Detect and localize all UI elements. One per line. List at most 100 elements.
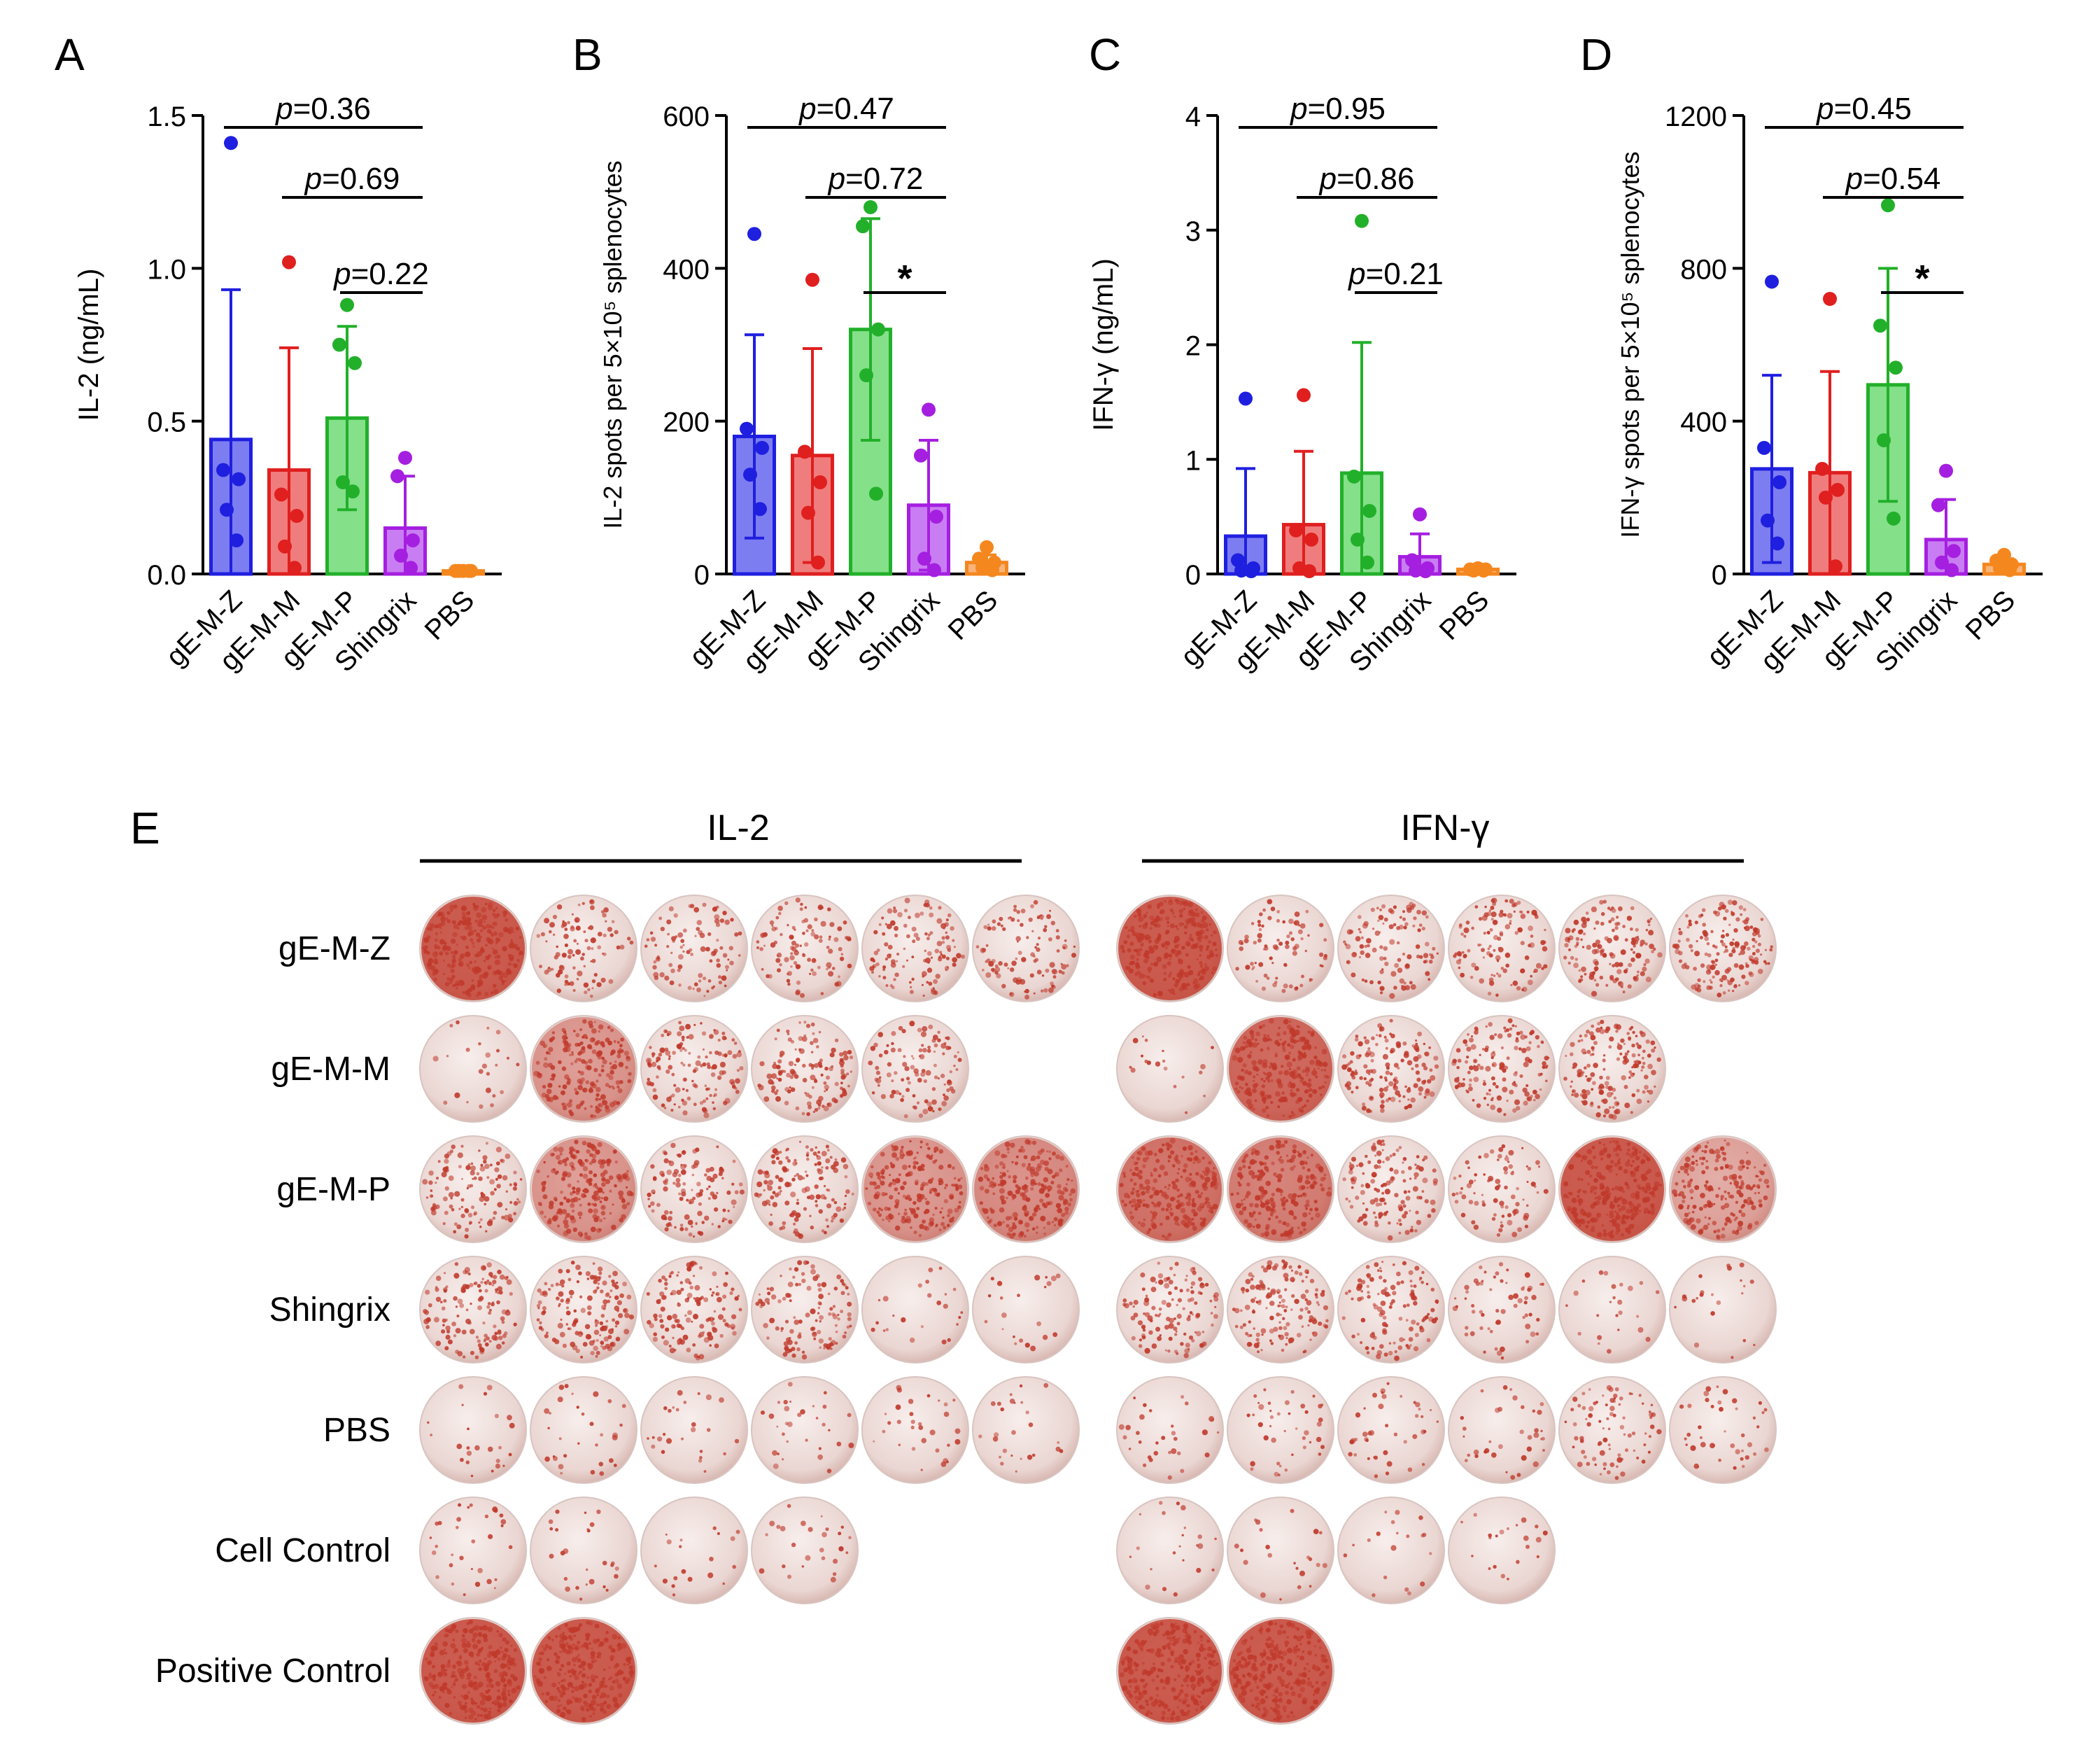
spot xyxy=(593,973,598,977)
spot xyxy=(1525,1046,1531,1051)
spot xyxy=(1197,937,1201,941)
spot xyxy=(1125,966,1129,970)
data-point xyxy=(1477,563,1491,578)
spot xyxy=(789,955,795,961)
spot xyxy=(1747,946,1751,951)
spot xyxy=(425,1196,429,1199)
spot xyxy=(763,1179,768,1185)
well xyxy=(530,1015,637,1123)
spot xyxy=(1271,1208,1276,1214)
spot xyxy=(949,1070,953,1074)
spot xyxy=(704,1215,710,1221)
spot xyxy=(507,954,511,957)
spot xyxy=(569,1112,575,1116)
spot xyxy=(1481,1193,1484,1196)
spot xyxy=(682,1110,688,1116)
spot xyxy=(584,1060,589,1065)
spot xyxy=(1714,911,1721,917)
spot xyxy=(671,1093,675,1098)
spot xyxy=(448,1175,454,1182)
spot xyxy=(1302,1081,1307,1086)
spot xyxy=(1379,956,1384,961)
spot xyxy=(1143,982,1146,985)
spot xyxy=(1244,934,1249,939)
spot xyxy=(754,1192,759,1197)
spot xyxy=(1296,1088,1300,1092)
spot xyxy=(591,1203,595,1206)
spot xyxy=(1353,1071,1358,1076)
spot xyxy=(1171,948,1175,953)
spot xyxy=(1144,1150,1150,1156)
data-point xyxy=(805,272,819,287)
spot xyxy=(885,1193,888,1196)
spot xyxy=(1504,1205,1509,1210)
spot xyxy=(1141,942,1144,946)
spot xyxy=(1389,1018,1393,1023)
spot xyxy=(625,1065,628,1070)
spot xyxy=(1433,1056,1439,1061)
spot xyxy=(478,981,483,987)
spot xyxy=(670,1109,674,1112)
spot xyxy=(1175,925,1178,928)
spot xyxy=(1479,1053,1481,1056)
spot xyxy=(596,1196,601,1201)
spot xyxy=(1192,1226,1197,1231)
data-point xyxy=(1765,274,1779,289)
spot xyxy=(712,1107,716,1111)
spot xyxy=(1143,958,1148,964)
spot xyxy=(871,1091,875,1095)
spot xyxy=(1474,1179,1477,1182)
spot xyxy=(884,942,889,947)
spot xyxy=(952,957,957,963)
spot xyxy=(939,951,943,954)
spot xyxy=(865,1187,868,1190)
spot xyxy=(1402,917,1406,921)
spot xyxy=(840,1081,843,1085)
spot xyxy=(453,924,458,930)
spot xyxy=(1171,1196,1176,1201)
spot xyxy=(1589,1102,1594,1107)
spot xyxy=(1481,948,1485,953)
spot xyxy=(1422,1158,1425,1162)
spot xyxy=(1307,934,1310,937)
spot xyxy=(1129,1065,1132,1069)
spot xyxy=(1584,1066,1587,1070)
spot xyxy=(1525,1204,1529,1207)
spot xyxy=(844,1175,848,1179)
data-point xyxy=(753,502,767,517)
spot xyxy=(731,1182,735,1186)
spot xyxy=(947,913,952,918)
p-value-label: p=0.36 xyxy=(274,92,371,126)
spot xyxy=(1274,981,1278,984)
spot xyxy=(798,1036,803,1042)
spot xyxy=(1165,1215,1170,1221)
spot xyxy=(1383,1086,1388,1092)
spot xyxy=(1635,953,1642,959)
spot xyxy=(1647,1100,1649,1103)
spot xyxy=(1199,975,1204,981)
spot xyxy=(1605,1213,1609,1217)
spot xyxy=(847,1084,850,1088)
spot xyxy=(716,939,719,942)
spot xyxy=(1622,990,1626,994)
spot xyxy=(460,980,464,983)
spot xyxy=(1632,1030,1635,1035)
spot xyxy=(1206,954,1211,960)
spot xyxy=(1003,1163,1006,1166)
spot xyxy=(810,1041,814,1045)
spot xyxy=(724,919,730,925)
spot xyxy=(1167,1233,1172,1238)
spot xyxy=(598,1073,602,1077)
spot xyxy=(1733,963,1739,968)
spot xyxy=(943,1093,945,1097)
spot xyxy=(682,1063,686,1067)
spot xyxy=(1654,1046,1656,1049)
spot xyxy=(787,1032,790,1035)
spot xyxy=(1146,911,1148,914)
spot xyxy=(1491,1217,1496,1221)
spot xyxy=(1178,1168,1181,1170)
spot xyxy=(1280,1193,1283,1196)
spot xyxy=(1178,922,1183,927)
spot xyxy=(923,1226,928,1231)
spot xyxy=(943,1083,946,1086)
